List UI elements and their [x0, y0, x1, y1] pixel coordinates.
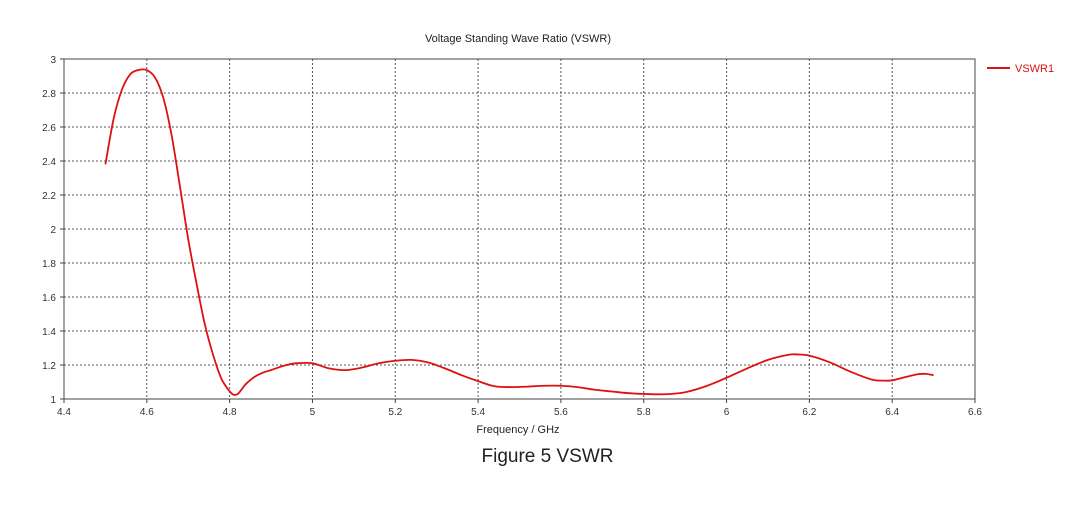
tick-labels: 4.4 4.6 4.8 5 5.2 5.4 5.6 5.8 6 6.2 6.4 6.6 1 1.2 1.4 1…: [42, 55, 982, 418]
chart-title: Voltage Standing Wave Ratio (VSWR): [425, 33, 611, 45]
x-tick-label: 5.8: [637, 407, 651, 418]
x-tick-label: 6.6: [968, 407, 982, 418]
x-tick-label: 6.2: [802, 407, 816, 418]
x-tick-label: 6: [724, 407, 730, 418]
x-tick-label: 5.4: [471, 407, 485, 418]
y-tick-label: 1: [50, 395, 56, 406]
x-tick-label: 5.2: [388, 407, 402, 418]
y-tick-label: 2.2: [42, 191, 56, 202]
y-tick-label: 2: [50, 225, 56, 236]
y-tick-label: 1.2: [42, 361, 56, 372]
x-tick-label: 4.8: [223, 407, 237, 418]
legend: VSWR1: [987, 63, 1054, 75]
y-tick-label: 3: [50, 55, 56, 66]
figure-caption: Figure 5 VSWR: [481, 446, 614, 467]
grid-layer: [64, 59, 975, 399]
x-tick-label: 5: [310, 407, 316, 418]
y-tick-label: 1.8: [42, 259, 56, 270]
series-line-vswr1: [104, 68, 934, 396]
x-tick-label: 5.6: [554, 407, 568, 418]
y-tick-label: 2.4: [42, 157, 56, 168]
y-tick-label: 2.6: [42, 123, 56, 134]
x-tick-label: 4.4: [57, 407, 71, 418]
series-layer: [104, 68, 934, 396]
y-tick-label: 1.6: [42, 293, 56, 304]
legend-label-vswr1: VSWR1: [1015, 63, 1054, 75]
x-tick-label: 4.6: [140, 407, 154, 418]
y-tick-label: 2.8: [42, 89, 56, 100]
x-tick-label: 6.4: [885, 407, 899, 418]
y-tick-label: 1.4: [42, 327, 56, 338]
x-axis-label: Frequency / GHz: [476, 424, 559, 436]
